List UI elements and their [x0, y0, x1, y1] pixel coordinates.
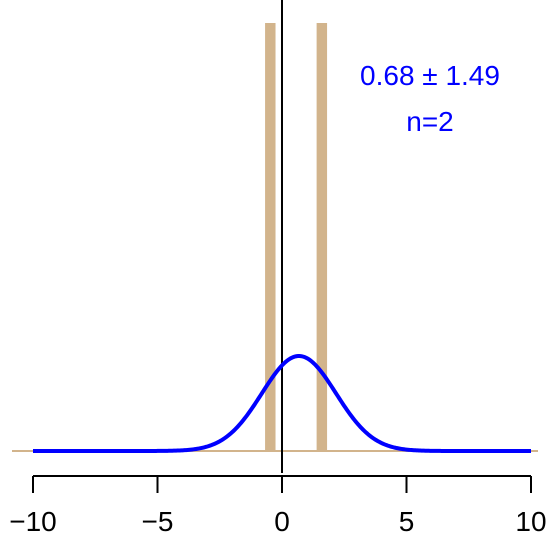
x-tick-label: −10 — [9, 506, 57, 537]
x-axis: −10 −5 0 5 10 — [9, 475, 547, 537]
x-tick-label: −5 — [142, 506, 174, 537]
x-tick-label: 5 — [399, 506, 415, 537]
histogram-bar-1 — [265, 23, 276, 451]
x-tick-label: 10 — [515, 506, 546, 537]
normal-density-curve — [33, 354, 531, 453]
stat-annotation: 0.68 ± 1.49 — [360, 60, 500, 91]
bars-layer — [265, 23, 328, 451]
x-tick-label: 0 — [274, 506, 290, 537]
n-annotation: n=2 — [406, 106, 454, 137]
histogram-bar-2 — [316, 23, 328, 451]
